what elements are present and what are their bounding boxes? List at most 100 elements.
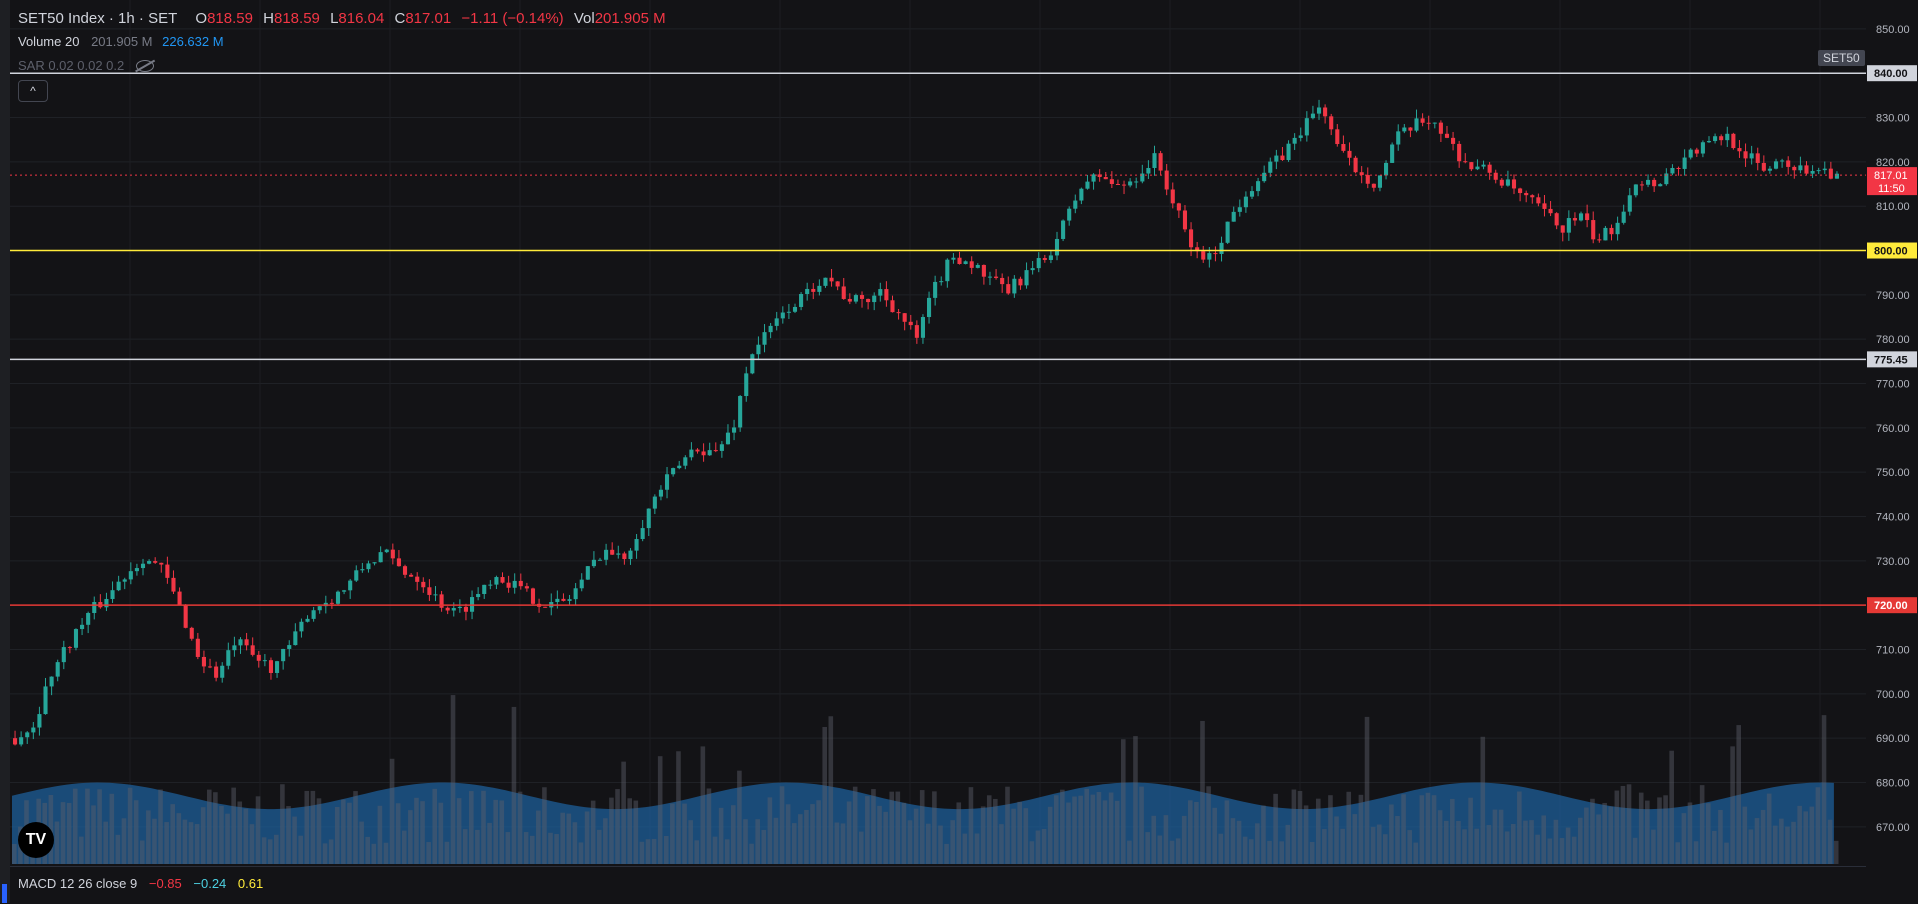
- sar-indicator-legend[interactable]: SAR 0.02 0.02 0.2: [18, 58, 154, 73]
- macd-name: MACD 12 26 close 9: [18, 876, 138, 891]
- candle-body: [1280, 155, 1285, 161]
- volume-bar: [1364, 716, 1370, 864]
- candle-body: [110, 590, 115, 599]
- candle-body: [1694, 149, 1699, 154]
- y-tick-label: 780.00: [1876, 334, 1910, 346]
- candle-body: [628, 550, 633, 560]
- candle-body: [61, 647, 66, 663]
- volume-bar: [1571, 836, 1577, 864]
- macd-legend[interactable]: MACD 12 26 close 9 −0.85 −0.24 0.61: [18, 876, 263, 891]
- candle-body: [835, 281, 840, 287]
- candle-body: [122, 579, 127, 582]
- volume-bar: [1474, 828, 1479, 864]
- volume-bar: [1437, 810, 1443, 864]
- hidden-eye-icon[interactable]: [135, 60, 154, 72]
- candle-body: [250, 645, 255, 655]
- volume-bar: [804, 809, 809, 864]
- candle-body: [1335, 129, 1340, 145]
- volume-bar: [1699, 785, 1705, 864]
- volume-bar: [536, 810, 541, 864]
- candle-body: [195, 638, 200, 657]
- y-tick-label: 700.00: [1876, 689, 1910, 701]
- volume-bar: [487, 822, 492, 864]
- volume-bar: [103, 821, 108, 864]
- symbol-title[interactable]: SET50 Index · 1h · SET: [18, 10, 178, 27]
- candle-body: [232, 645, 237, 651]
- volume-bar: [548, 832, 553, 864]
- volume-bar: [377, 805, 383, 864]
- candle-body: [1828, 168, 1833, 179]
- volume-bar: [133, 800, 139, 864]
- candle-body: [1792, 166, 1797, 171]
- candle-body: [275, 661, 280, 673]
- candle-body: [768, 325, 773, 333]
- candle-body: [372, 562, 377, 564]
- candle-body: [914, 325, 919, 338]
- candle-body: [1475, 166, 1480, 170]
- volume-bar: [481, 790, 486, 864]
- volume-indicator-legend[interactable]: Volume 20 201.905 M 226.632 M: [18, 34, 224, 49]
- candle-body: [1767, 168, 1772, 171]
- volume-bar: [1504, 831, 1510, 864]
- candle-body: [634, 539, 639, 551]
- volume-bar: [761, 829, 767, 864]
- candle-body: [1067, 208, 1072, 221]
- high-value: 818.59: [274, 10, 320, 27]
- volume-bar: [1413, 842, 1419, 864]
- candle-body: [1499, 179, 1504, 186]
- open-value: 818.59: [207, 10, 253, 27]
- candle-body: [268, 660, 274, 673]
- volume-bar: [694, 840, 700, 864]
- volume-bar: [146, 810, 151, 864]
- volume-bar: [1724, 842, 1729, 864]
- candle-body: [1530, 195, 1535, 198]
- candle-body: [939, 281, 944, 283]
- volume-bar: [274, 834, 279, 864]
- volume-bar: [895, 791, 901, 864]
- volume-bar: [1102, 800, 1108, 864]
- candle-body: [1615, 222, 1620, 235]
- volume-bar: [1206, 786, 1211, 864]
- volume-bar: [962, 833, 968, 864]
- candle-body: [506, 582, 511, 588]
- candle-body: [1542, 203, 1547, 209]
- collapse-legend-button[interactable]: ^: [18, 80, 48, 102]
- level-label-bg: [1867, 597, 1917, 614]
- volume-bar: [97, 789, 102, 864]
- candle-body: [1548, 208, 1553, 214]
- candle-body: [1286, 143, 1291, 161]
- volume-bar: [1620, 785, 1626, 864]
- candle-body: [1134, 181, 1139, 183]
- tradingview-logo[interactable]: TV: [18, 822, 54, 858]
- volume-bar: [1492, 809, 1498, 864]
- volume-bar: [1742, 806, 1748, 864]
- candle-body: [482, 584, 487, 594]
- volume-bar: [572, 822, 578, 864]
- candle-body: [1390, 144, 1395, 163]
- volume-bar: [1456, 820, 1461, 864]
- volume-bar: [493, 799, 498, 864]
- volume-bar: [1248, 839, 1254, 864]
- candle-body: [1609, 227, 1614, 235]
- y-tick-label: 740.00: [1876, 512, 1910, 524]
- volume-bar: [304, 790, 310, 864]
- last-price-label: 817.01: [1874, 170, 1908, 182]
- volume-bar: [328, 839, 334, 864]
- candle-body: [1274, 155, 1279, 162]
- volume-bar: [639, 841, 645, 864]
- volume-bar: [1632, 837, 1638, 864]
- candle-body: [920, 317, 925, 338]
- candle-body: [1079, 188, 1084, 201]
- volume-bar: [871, 789, 876, 864]
- volume-bar: [1005, 786, 1010, 864]
- volume-bar: [505, 832, 511, 864]
- volume-bar: [401, 830, 407, 864]
- candle-body: [1682, 157, 1687, 169]
- candle-body: [1292, 137, 1297, 144]
- volume-bar: [1151, 815, 1157, 864]
- volume-bar: [1114, 800, 1120, 864]
- candle-body: [73, 629, 79, 648]
- candle-body: [695, 449, 700, 452]
- volume-bar: [286, 806, 291, 864]
